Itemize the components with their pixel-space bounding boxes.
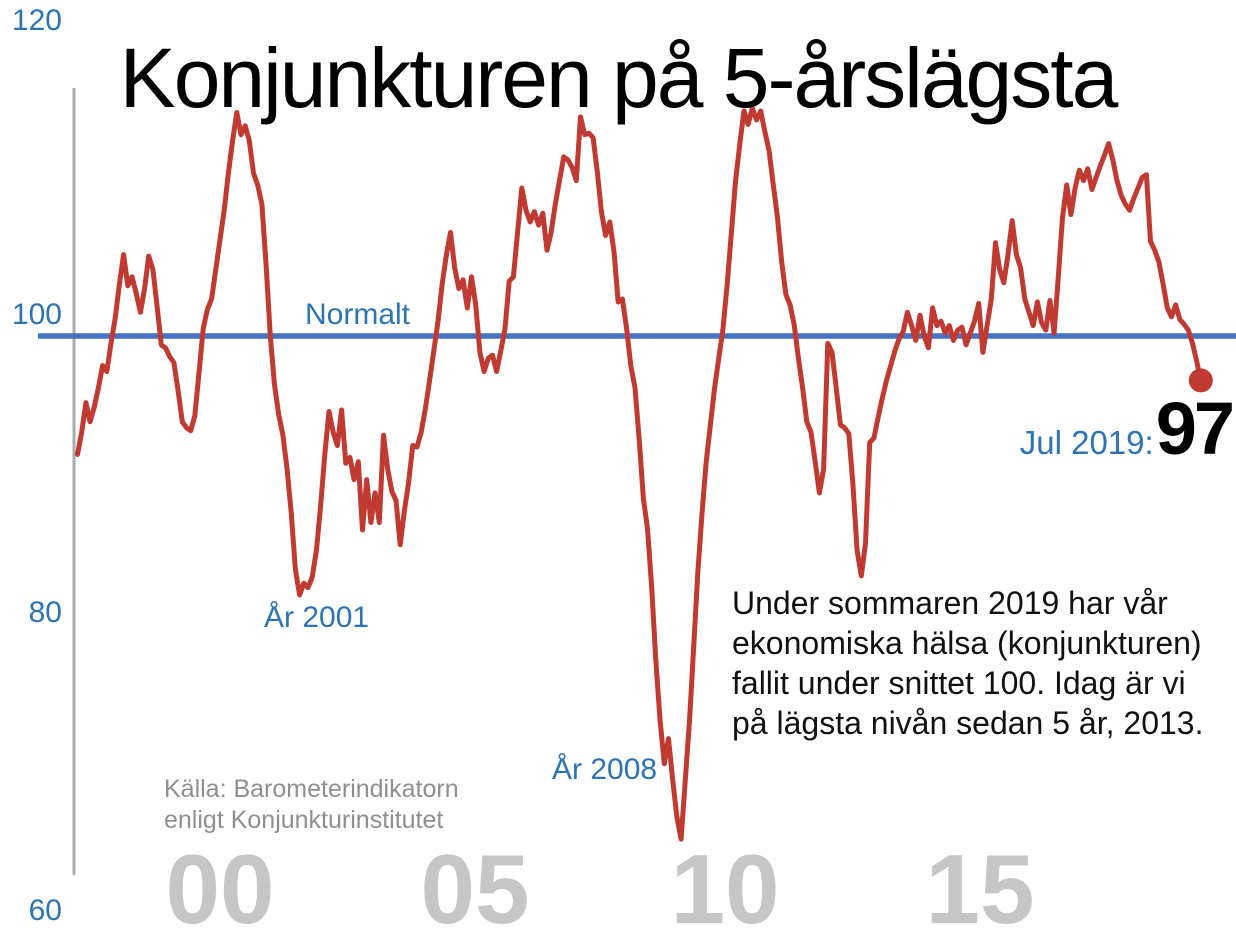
source-line-1: Källa: Barometerindikatorn xyxy=(164,775,459,803)
latest-value: 97 xyxy=(1155,387,1235,470)
x-axis-label-2015: 15 xyxy=(925,834,1035,944)
y-axis-label-120: 120 xyxy=(11,4,62,37)
page-title: Konjunkturen på 5-årslägsta xyxy=(119,31,1119,125)
y-axis-label-100: 100 xyxy=(11,298,62,331)
y-axis-label-80: 80 xyxy=(28,596,62,629)
x-axis-label-2010: 10 xyxy=(670,834,780,944)
source-line-2: enligt Konjunkturinstitutet xyxy=(164,806,444,834)
annotation-year-2008: År 2008 xyxy=(552,753,658,786)
reference-line-label: Normalt xyxy=(305,298,411,331)
commentary-line-4: på lägsta nivån sedan 5 år, 2013. xyxy=(732,705,1204,741)
commentary-line-1: Under sommaren 2019 har vår xyxy=(732,585,1168,621)
x-axis-label-2005: 05 xyxy=(420,834,530,944)
source-note: Källa: Barometerindikatorn enligt Konjun… xyxy=(164,774,459,836)
latest-date-label: Jul 2019: xyxy=(1019,424,1154,461)
y-axis-label-60: 60 xyxy=(28,894,62,927)
commentary-text: Under sommaren 2019 har vår ekonomiska h… xyxy=(732,583,1203,743)
latest-value-callout: Jul 2019: 97 xyxy=(1019,387,1235,470)
x-axis-label-2000: 00 xyxy=(165,834,275,944)
latest-point-marker xyxy=(1188,368,1213,393)
commentary-line-3: fallit under snittet 100. Idag är vi xyxy=(732,665,1186,701)
commentary-line-2: ekonomiska hälsa (konjunkturen) xyxy=(732,625,1202,661)
indicator-line xyxy=(75,105,1204,842)
annotation-year-2001: År 2001 xyxy=(264,601,370,634)
